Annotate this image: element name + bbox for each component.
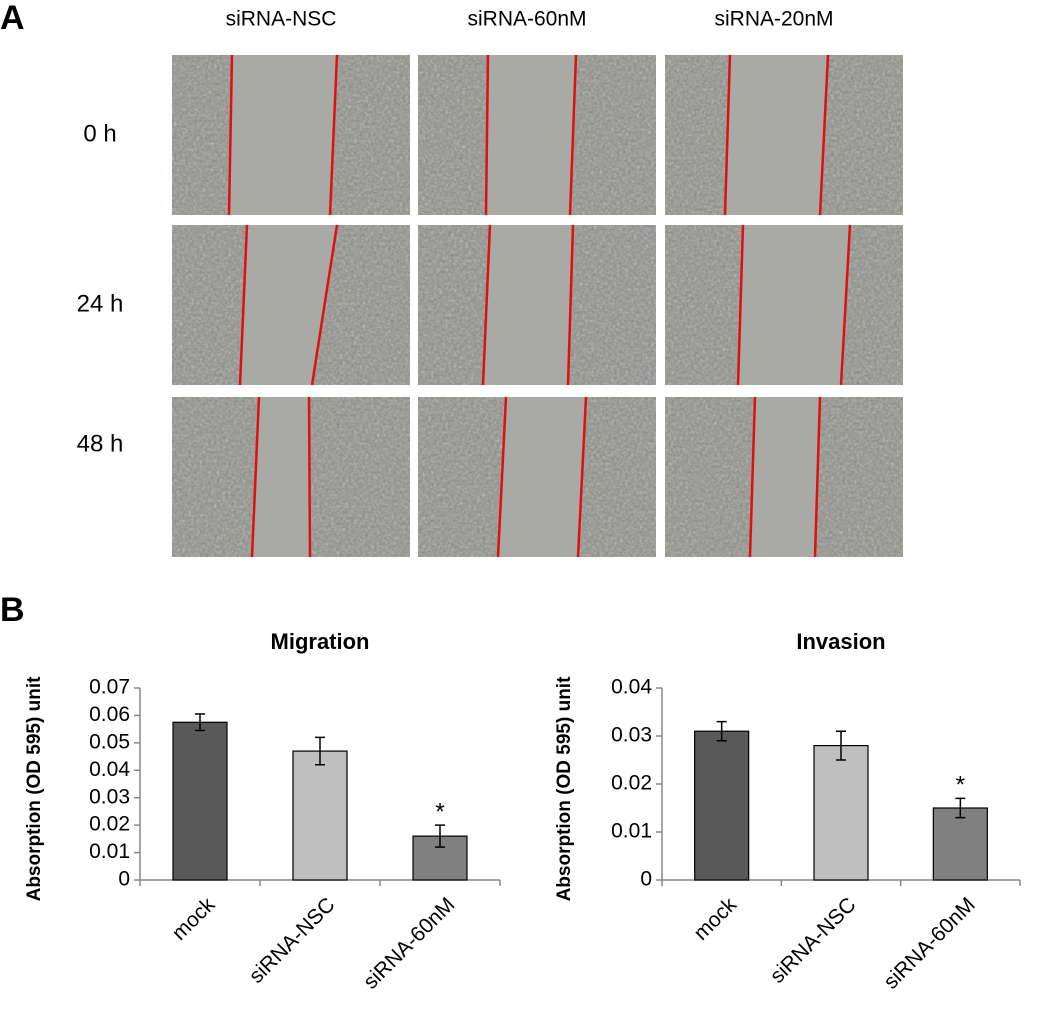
wound-edge (818, 54, 830, 216)
wound-edge (839, 224, 852, 386)
x-tick-label: mock (168, 893, 220, 945)
wound-edge (568, 54, 578, 216)
scratch-gap (483, 225, 573, 385)
wound-edge (238, 224, 249, 386)
scratch-gap (725, 55, 828, 215)
y-tick-label: 0 (640, 868, 652, 891)
x-tick-label: siRNA-60nM (879, 893, 979, 993)
wound-edge (310, 224, 339, 386)
bar (172, 721, 228, 881)
wound-edge (481, 224, 492, 386)
chart-title: Migration (271, 629, 370, 654)
scratch-gap (738, 225, 850, 385)
scratch-gap (498, 397, 586, 557)
column-label: siRNA-NSC (226, 8, 337, 31)
panel-label: A (0, 0, 25, 37)
y-axis-label: Absorption (OD 595) unit (24, 676, 45, 902)
y-tick-label: 0.04 (89, 758, 130, 781)
wound-edge (484, 54, 490, 216)
wound-edge (250, 396, 261, 558)
row-label: 48 h (77, 430, 124, 457)
bar (292, 750, 348, 881)
wound-edge (566, 224, 575, 386)
column-label: siRNA-60nM (467, 8, 586, 31)
chart-title: Invasion (796, 629, 885, 654)
scratch-gap (240, 225, 337, 385)
wound-edge (328, 54, 339, 216)
y-tick-label: 0.01 (611, 820, 652, 843)
wound-edge (576, 396, 588, 558)
bar (694, 730, 750, 881)
error-bar (955, 797, 966, 819)
error-bar (195, 713, 205, 732)
bar (932, 807, 988, 881)
y-tick-label: 0.02 (89, 813, 130, 836)
bar (813, 744, 869, 881)
y-axis-label: Absorption (OD 595) unit (554, 676, 575, 902)
y-tick-label: 0.04 (611, 676, 652, 699)
wound-edge (748, 396, 757, 558)
x-tick-label: siRNA-NSC (766, 893, 861, 988)
scratch-gap (252, 397, 310, 557)
scratch-gap (750, 397, 820, 557)
row-label: 24 h (77, 290, 124, 317)
wound-edge (307, 396, 312, 558)
y-tick-label: 0.07 (89, 676, 130, 699)
error-bar (836, 730, 846, 761)
y-tick-label: 0.02 (611, 772, 652, 795)
error-bar (315, 736, 325, 766)
error-bar (435, 824, 445, 848)
wound-edge (723, 54, 732, 216)
y-tick-label: 0.01 (89, 840, 130, 863)
y-tick-label: 0.06 (89, 703, 130, 726)
error-bar (716, 720, 727, 742)
wound-edge (227, 54, 234, 216)
x-tick-label: mock (689, 893, 741, 945)
scratch-gap (229, 55, 337, 215)
y-tick-label: 0.03 (611, 724, 652, 747)
row-label: 0 h (83, 120, 116, 147)
x-tick-label: siRNA-60nM (359, 893, 459, 993)
y-tick-label: 0.05 (89, 730, 130, 753)
significance-mark: * (435, 798, 444, 825)
y-tick-label: 0 (118, 868, 130, 891)
panel-label: B (0, 591, 25, 629)
y-tick-label: 0.03 (89, 785, 130, 808)
wound-edge (736, 224, 745, 386)
significance-mark: * (956, 772, 965, 799)
wound-edge (813, 396, 822, 558)
x-tick-label: siRNA-NSC (245, 893, 340, 988)
scratch-gap (486, 55, 576, 215)
wound-edge (496, 396, 508, 558)
column-label: siRNA-20nM (714, 8, 833, 31)
